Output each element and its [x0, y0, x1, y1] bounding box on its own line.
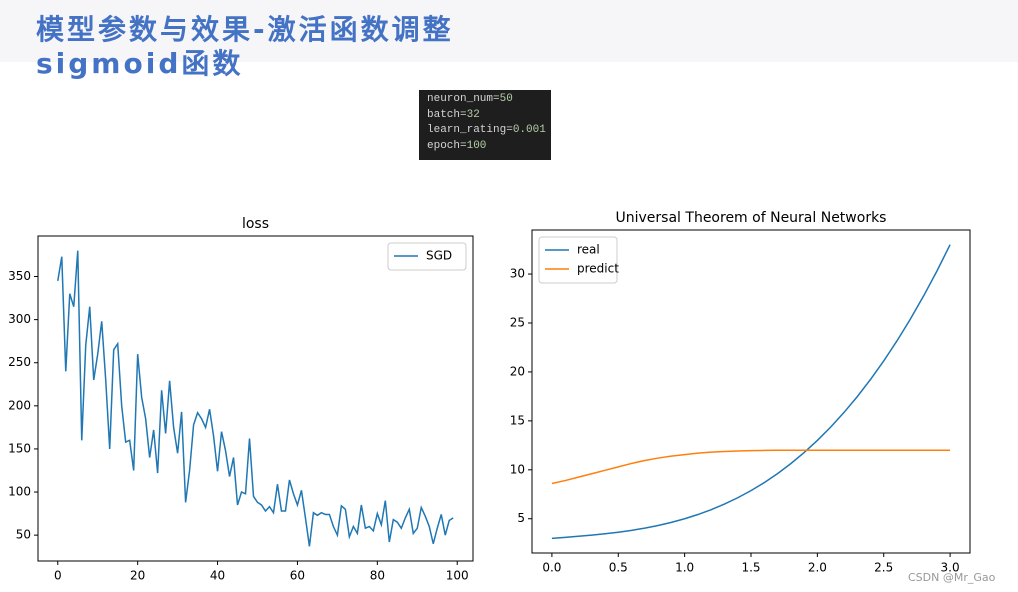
chart-title: Universal Theorem of Neural Networks [616, 210, 887, 226]
slide-title: 模型参数与效果-激活函数调整 [36, 13, 454, 46]
code-line: learn_rating=0.001 [427, 123, 551, 139]
x-tick-label: 60 [290, 569, 305, 583]
legend-label: predict [577, 262, 619, 276]
x-tick-label: 0 [54, 569, 62, 583]
y-tick-label: 15 [510, 413, 525, 427]
x-tick-label: 100 [446, 569, 469, 583]
plot-frame [37, 235, 474, 562]
y-tick-label: 100 [8, 485, 31, 499]
code-name: epoch= [427, 139, 467, 152]
x-tick-label: 1.5 [741, 561, 760, 575]
code-line: neuron_num=50 [427, 92, 551, 108]
x-tick-label: 20 [130, 569, 145, 583]
slide-subtitle: sigmoid函数 [36, 47, 244, 80]
series-line [551, 244, 951, 540]
x-tick-label: 40 [210, 569, 225, 583]
y-tick-label: 150 [8, 441, 31, 455]
code-value: 100 [466, 139, 487, 152]
y-tick-label: 350 [8, 269, 31, 283]
x-tick-label: 80 [370, 569, 385, 583]
legend-box [538, 236, 618, 284]
plot-frame [531, 229, 971, 554]
legend-label: SGD [426, 249, 452, 263]
x-tick-label: 2.0 [808, 561, 827, 575]
code-name: learn_rating= [427, 124, 513, 136]
x-tick-label: 3.0 [941, 561, 960, 575]
title-band [0, 0, 1018, 62]
code-name: batch= [427, 108, 467, 121]
y-tick-label: 30 [510, 267, 525, 281]
x-tick-label: 0.5 [609, 561, 628, 575]
y-tick-label: 25 [510, 315, 525, 329]
chart-title: loss [242, 216, 269, 232]
y-tick-label: 5 [517, 511, 525, 525]
code-value: 50 [499, 93, 513, 105]
series-line [551, 449, 951, 485]
series-line [57, 250, 454, 547]
x-tick-label: 0.0 [542, 561, 561, 575]
code-line: epoch=100 [427, 139, 551, 155]
y-tick-label: 10 [510, 462, 525, 476]
legend-box [387, 242, 467, 271]
x-tick-label: 1.0 [675, 561, 694, 575]
y-tick-label: 250 [8, 355, 31, 369]
code-value: 32 [466, 108, 480, 121]
y-tick-label: 300 [8, 312, 31, 326]
x-tick-label: 2.5 [874, 561, 893, 575]
code-name: neuron_num= [427, 93, 500, 105]
y-tick-label: 50 [16, 528, 31, 542]
code-block: neuron_num=50 batch=32 learn_rating=0.001 e… [419, 90, 551, 160]
y-tick-label: 20 [510, 364, 525, 378]
y-tick-label: 200 [8, 398, 31, 412]
watermark: CSDN @Mr_Gao [908, 571, 996, 584]
code-value: 0.001 [512, 124, 546, 136]
code-line: batch=32 [427, 108, 551, 124]
legend-label: real [577, 243, 600, 257]
